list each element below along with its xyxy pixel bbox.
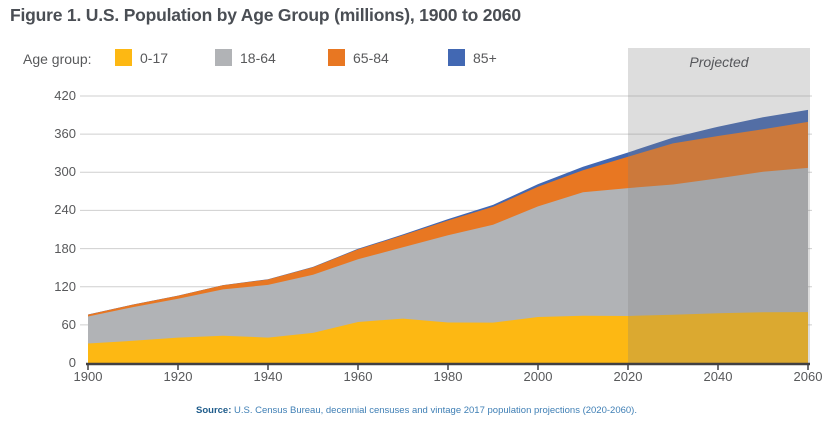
y-tick-label-120: 120 — [54, 278, 76, 294]
legend-item-0-17: 0-17 — [115, 49, 168, 66]
legend-label: Age group: — [23, 51, 92, 67]
y-tick-label-180: 180 — [54, 240, 76, 256]
x-tick-label-1940: 1940 — [253, 369, 283, 384]
x-tick-label-1980: 1980 — [433, 369, 463, 384]
source-note: Source: U.S. Census Bureau, decennial ce… — [0, 405, 833, 416]
y-tick-label-240: 240 — [54, 202, 76, 218]
legend-text-65-84: 65-84 — [353, 49, 389, 66]
y-tick-label-60: 60 — [61, 316, 76, 332]
source-text: U.S. Census Bureau, decennial censuses a… — [231, 405, 637, 416]
x-tick-label-1960: 1960 — [343, 369, 373, 384]
y-tick-label-360: 360 — [54, 126, 76, 142]
area-18-64 — [88, 167, 808, 363]
y-tick-label-0: 0 — [68, 355, 76, 370]
x-tick-label-2020: 2020 — [613, 369, 643, 384]
x-tick-label-2040: 2040 — [703, 369, 733, 384]
source-prefix: Source: — [196, 405, 232, 416]
legend-item-85plus: 85+ — [448, 49, 497, 66]
x-tick-label-1900: 1900 — [73, 369, 103, 384]
legend-text-85plus: 85+ — [473, 49, 497, 66]
legend-swatch-65-84 — [328, 49, 345, 66]
figure-title: Figure 1. U.S. Population by Age Group (… — [10, 5, 521, 25]
x-tick-label-2000: 2000 — [523, 369, 553, 384]
legend-swatch-85plus — [448, 49, 465, 66]
legend-swatch-0-17 — [115, 49, 132, 66]
area-0-17 — [88, 312, 808, 363]
legend-swatch-18-64 — [215, 49, 232, 66]
legend-item-18-64: 18-64 — [215, 49, 276, 66]
projected-region-label: Projected — [689, 54, 749, 70]
projected-overlay — [628, 48, 810, 363]
y-tick-label-420: 420 — [54, 88, 76, 103]
legend-text-0-17: 0-17 — [140, 49, 169, 66]
legend-item-65-84: 65-84 — [328, 49, 389, 66]
legend-text-18-64: 18-64 — [240, 49, 276, 66]
y-tick-label-300: 300 — [54, 164, 76, 180]
x-tick-label-1920: 1920 — [163, 369, 193, 384]
x-tick-label-2060: 2060 — [793, 369, 823, 384]
